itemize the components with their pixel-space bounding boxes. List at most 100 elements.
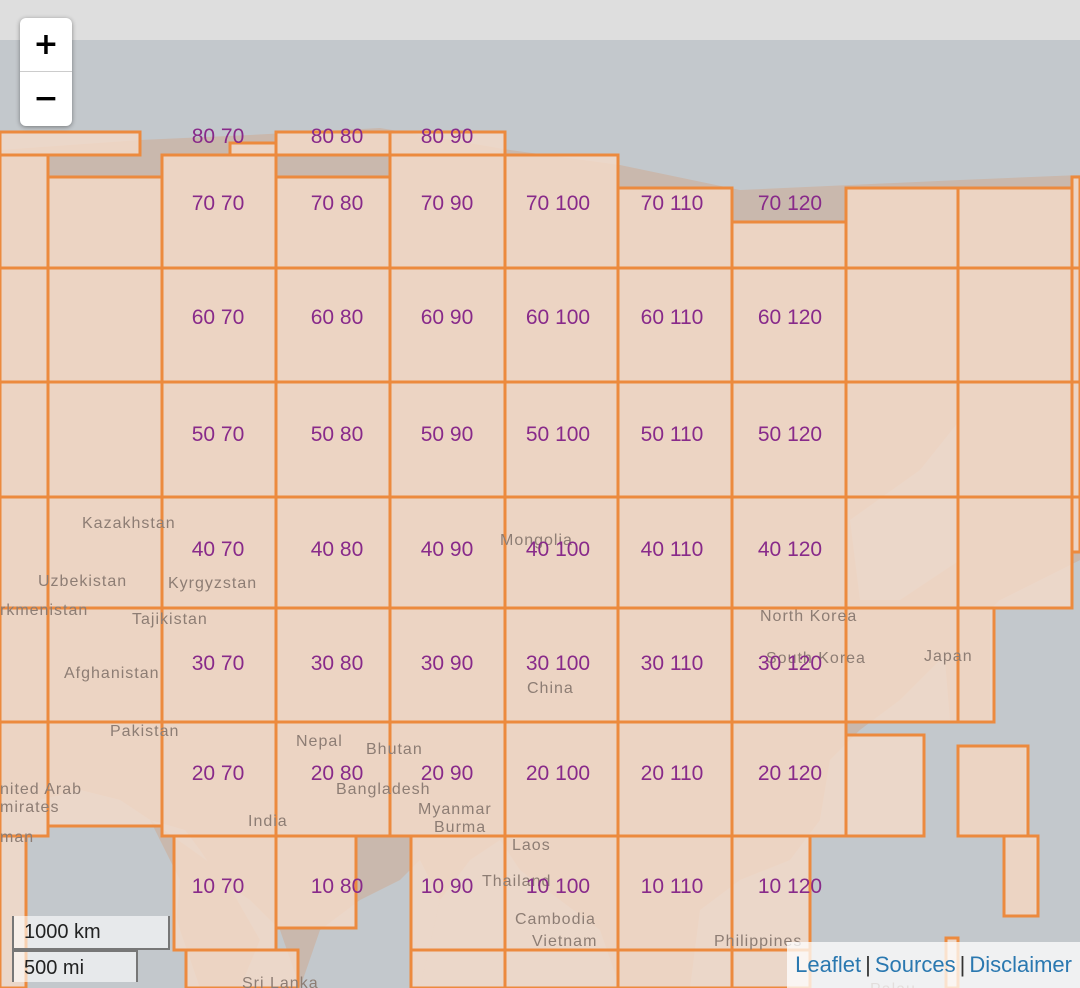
tile-rect[interactable]	[956, 380, 1074, 499]
tile-rect[interactable]	[46, 266, 164, 384]
attribution-separator: |	[959, 952, 966, 977]
tile-rect[interactable]	[46, 380, 164, 499]
country-label: Cambodia	[515, 911, 596, 928]
tile-rect[interactable]	[160, 380, 278, 499]
tile-rect[interactable]	[160, 720, 278, 838]
tile-rect[interactable]	[274, 495, 392, 610]
tile-rect[interactable]	[503, 266, 620, 384]
tile-rect[interactable]	[0, 380, 50, 499]
tile-rect[interactable]	[46, 175, 164, 270]
tile-rect[interactable]	[184, 948, 300, 988]
tile-rect[interactable]	[274, 720, 392, 838]
tile-label: 50 100	[526, 423, 590, 446]
tile-rect[interactable]	[0, 153, 50, 270]
tile-rect[interactable]	[956, 266, 1074, 384]
tile-rect[interactable]	[956, 606, 996, 724]
tile-rect[interactable]	[616, 495, 734, 610]
tile-rect[interactable]	[844, 186, 960, 270]
tile-rect[interactable]	[46, 606, 164, 724]
tile-label: 40 110	[641, 538, 704, 561]
country-label: Uzbekistan	[38, 573, 127, 590]
disclaimer-link[interactable]: Disclaimer	[969, 952, 1072, 977]
tile-rect[interactable]	[616, 380, 734, 499]
tile-rect[interactable]	[1070, 175, 1080, 270]
tile-rect[interactable]	[956, 186, 1074, 270]
tile-rect[interactable]	[160, 266, 278, 384]
tile-label: 50 120	[758, 423, 822, 446]
tile-rect[interactable]	[616, 606, 734, 724]
tile-label: 30 100	[526, 652, 590, 675]
tile-rect[interactable]	[388, 606, 507, 724]
tile-rect[interactable]	[844, 380, 960, 499]
tile-rect[interactable]	[274, 834, 358, 930]
tile-label: 60 90	[421, 306, 474, 329]
tile-rect[interactable]	[274, 266, 392, 384]
tile-rect[interactable]	[388, 266, 507, 384]
country-label: Kazakhstan	[82, 515, 176, 532]
tile-grid	[0, 130, 1080, 988]
country-label: Pakistan	[110, 723, 179, 740]
tile-label: 10 110	[641, 875, 704, 898]
tile-rect[interactable]	[503, 948, 620, 988]
country-label: Japan	[924, 648, 973, 665]
tile-rect[interactable]	[172, 834, 278, 952]
tile-label: 80 80	[311, 125, 364, 148]
country-label: Tajikistan	[132, 611, 208, 628]
country-label: China	[527, 680, 574, 697]
tile-rect[interactable]	[0, 495, 50, 610]
tile-rect[interactable]	[160, 606, 278, 724]
tile-rect[interactable]	[160, 153, 278, 270]
tile-label: 40 100	[526, 538, 590, 561]
tile-rect[interactable]	[503, 380, 620, 499]
tile-rect[interactable]	[1070, 495, 1080, 554]
tile-rect[interactable]	[844, 606, 960, 724]
tile-rect[interactable]	[388, 720, 507, 838]
country-label: Kyrgyzstan	[168, 575, 257, 592]
tile-rect[interactable]	[844, 733, 926, 838]
tile-rect[interactable]	[730, 606, 848, 724]
tile-rect[interactable]	[46, 495, 164, 610]
sources-link[interactable]: Sources	[874, 952, 956, 977]
tile-rect[interactable]	[274, 175, 392, 270]
tile-rect[interactable]	[0, 720, 50, 838]
tile-rect[interactable]	[844, 495, 960, 610]
tile-rect[interactable]	[1002, 834, 1040, 918]
tile-label: 60 120	[758, 306, 822, 329]
tile-rect[interactable]	[503, 720, 620, 838]
tile-rect[interactable]	[730, 220, 848, 270]
tile-rect[interactable]	[844, 266, 960, 384]
tile-rect[interactable]	[388, 153, 507, 270]
tile-rect[interactable]	[46, 720, 164, 828]
tile-rect[interactable]	[1070, 380, 1080, 499]
tile-label: 30 120	[758, 652, 822, 675]
tile-label: 30 90	[421, 652, 474, 675]
tile-label: 50 90	[421, 423, 474, 446]
attribution-separator: |	[865, 952, 871, 977]
tile-rect[interactable]	[0, 266, 50, 384]
tile-label: 60 100	[526, 306, 590, 329]
tile-rect[interactable]	[409, 834, 507, 952]
tile-label: 60 110	[641, 306, 704, 329]
tile-rect[interactable]	[616, 948, 734, 988]
tile-rect[interactable]	[160, 495, 278, 610]
tile-label: 10 80	[311, 875, 364, 898]
tile-rect[interactable]	[1070, 266, 1080, 384]
tile-rect[interactable]	[274, 606, 392, 724]
zoom-out-button[interactable]: −	[33, 81, 59, 116]
tile-rect[interactable]	[388, 380, 507, 499]
tile-label: 70 100	[526, 192, 590, 215]
tile-rect[interactable]	[0, 606, 50, 724]
country-label: nited Arab	[0, 781, 82, 798]
country-label: Bhutan	[366, 741, 423, 758]
country-label: Bangladesh	[336, 781, 431, 798]
leaflet-link[interactable]: Leaflet	[795, 952, 862, 977]
tile-rect[interactable]	[0, 130, 142, 157]
tile-rect[interactable]	[956, 495, 1074, 610]
tile-rect[interactable]	[409, 948, 507, 988]
zoom-in-button[interactable]: +	[20, 18, 72, 72]
country-label: North Korea	[760, 608, 857, 625]
tile-rect[interactable]	[503, 153, 620, 270]
tile-rect[interactable]	[956, 744, 1030, 838]
tile-label: 10 100	[526, 875, 590, 898]
